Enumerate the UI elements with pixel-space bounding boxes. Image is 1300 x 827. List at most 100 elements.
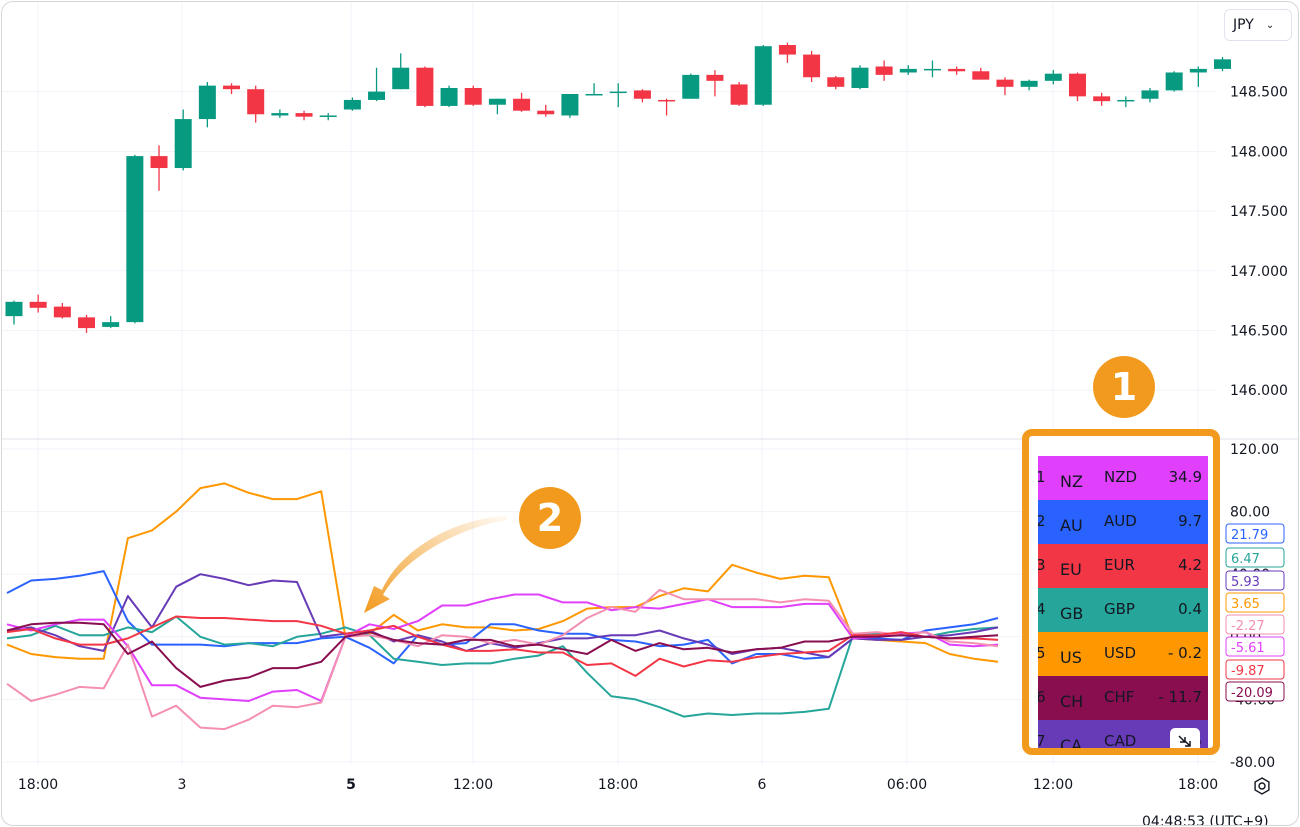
- price-tick-label: 148.500: [1230, 85, 1288, 101]
- candle: [1214, 56, 1231, 72]
- short-code: EU: [1060, 560, 1082, 579]
- time-tick-label: 5: [346, 777, 356, 793]
- candle: [295, 110, 313, 121]
- short-code: NZ: [1060, 472, 1083, 491]
- time-tick-label: 18:00: [18, 777, 58, 793]
- candle: [609, 83, 627, 108]
- price-tick-label: 146.000: [1230, 383, 1288, 399]
- chevron-down-icon: ⌄: [1265, 19, 1275, 31]
- candle: [513, 92, 531, 112]
- candle: [247, 85, 265, 123]
- strength-series-line: [6, 588, 999, 731]
- candle: [416, 66, 434, 108]
- candle: [827, 76, 845, 90]
- candle: [803, 50, 821, 83]
- currency-code: EUR: [1104, 556, 1135, 574]
- collapse-arrows-icon[interactable]: [1170, 728, 1200, 748]
- candle: [392, 53, 410, 90]
- candle: [778, 42, 796, 63]
- last-value-label: 3.65: [1225, 592, 1285, 613]
- rank: 2: [1038, 512, 1046, 530]
- candle: [150, 145, 168, 191]
- strength-row-2: 2 AU AUD 9.7: [1038, 500, 1208, 544]
- candle: [1189, 66, 1207, 87]
- svg-text:6.47: 6.47: [1231, 552, 1260, 567]
- svg-text:-2.27: -2.27: [1231, 619, 1265, 634]
- strength-row-5: 5 US USD - 0.2: [1038, 632, 1208, 676]
- annotation-badge-2: 2: [519, 487, 581, 549]
- svg-text:21.79: 21.79: [1231, 528, 1268, 543]
- clock-timezone[interactable]: 04:48:53 (UTC+9): [1142, 814, 1269, 826]
- rank: 5: [1038, 644, 1046, 662]
- time-tick-label: 18:00: [598, 777, 638, 793]
- price-tick-label: 146.500: [1230, 323, 1288, 339]
- last-value-label: 21.79: [1225, 523, 1285, 544]
- time-tick-label: 3: [178, 777, 187, 793]
- time-axis[interactable]: 18:00 3 5 12:00 18:00 6 06:00 12:00 18:00: [18, 777, 1218, 793]
- candle: [488, 98, 506, 115]
- price-tick-label: 148.000: [1230, 144, 1288, 160]
- price-tick-label: 147.500: [1230, 204, 1288, 220]
- strength-row-3: 3 EU EUR 4.2: [1038, 544, 1208, 588]
- candle: [102, 316, 120, 329]
- candle: [1141, 88, 1159, 103]
- candle: [368, 67, 386, 102]
- strength-value: 9.7: [1178, 512, 1202, 530]
- last-value-label: -5.61: [1225, 636, 1285, 657]
- candle: [464, 85, 482, 106]
- candle: [29, 294, 47, 313]
- candle: [875, 60, 893, 81]
- candle: [271, 109, 289, 118]
- short-code: AU: [1060, 516, 1083, 535]
- candle: [5, 300, 23, 325]
- svg-text:5.93: 5.93: [1231, 575, 1260, 590]
- svg-text:3.65: 3.65: [1231, 597, 1260, 612]
- strength-value: 34.9: [1168, 468, 1202, 486]
- candle: [585, 83, 603, 96]
- currency-code: USD: [1104, 644, 1137, 662]
- candle: [1020, 79, 1038, 91]
- candle: [899, 65, 917, 75]
- rank: 6: [1038, 688, 1046, 706]
- price-axis[interactable]: 148.500 148.000 147.500 147.000 146.500 146.0…: [1230, 85, 1288, 400]
- candle: [537, 104, 555, 117]
- time-tick-label: 12:00: [1033, 777, 1073, 793]
- rank: 4: [1038, 600, 1046, 618]
- strength-value: 4.2: [1178, 556, 1202, 574]
- currency-code: AUD: [1104, 512, 1137, 530]
- candle: [174, 109, 192, 171]
- candle: [923, 60, 941, 78]
- currency-code: NZD: [1104, 468, 1138, 486]
- short-code: US: [1060, 648, 1082, 667]
- candle: [198, 82, 216, 128]
- candle: [948, 66, 966, 75]
- rank: 3: [1038, 556, 1046, 574]
- candle: [658, 98, 676, 116]
- last-value-label: -20.09: [1225, 681, 1285, 702]
- strength-series-line: [6, 615, 999, 677]
- candle: [682, 73, 700, 99]
- candle: [561, 93, 579, 118]
- strength-row-6: 6 CH CHF - 11.7: [1038, 676, 1208, 720]
- currency-code: CHF: [1104, 688, 1135, 706]
- last-value-label: 5.93: [1225, 570, 1285, 591]
- candle: [343, 97, 361, 111]
- time-tick-label: 6: [758, 777, 767, 793]
- oscillator-tick-label: 120.00: [1230, 442, 1279, 458]
- short-code: CH: [1060, 692, 1084, 711]
- symbol-selector[interactable]: JPY ⌄: [1224, 9, 1292, 41]
- strength-series-line: [6, 573, 999, 659]
- candle: [633, 89, 651, 103]
- candle: [1117, 96, 1135, 108]
- candle: [851, 65, 869, 90]
- oscillator-tick-label: 80.00: [1230, 505, 1270, 521]
- candle: [1044, 70, 1062, 85]
- strength-row-1: 1 NZ NZD 34.9: [1038, 456, 1208, 500]
- svg-text:-5.61: -5.61: [1231, 641, 1265, 656]
- candle: [754, 45, 772, 106]
- time-tick-label: 18:00: [1178, 777, 1218, 793]
- strength-lines: [6, 482, 999, 731]
- settings-gear-icon[interactable]: [1248, 772, 1276, 800]
